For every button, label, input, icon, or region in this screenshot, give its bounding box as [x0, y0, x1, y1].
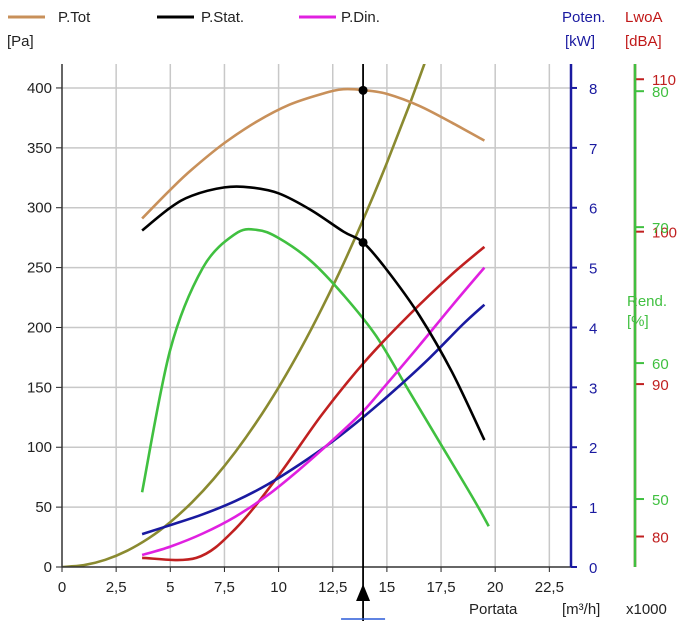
- x-tick-label: 17,5: [426, 579, 455, 596]
- pressure-tick-label: 250: [27, 260, 52, 277]
- pressure-axis-unit: [Pa]: [7, 33, 34, 50]
- pressure-tick-label: 350: [27, 140, 52, 157]
- noise-tick-label: 100: [652, 225, 677, 242]
- series-power-curve: [141, 303, 486, 536]
- x-axis-multiplier: x1000: [626, 601, 667, 618]
- efficiency-tick-label: 50: [652, 492, 669, 509]
- power-axis-unit: [kW]: [565, 33, 595, 50]
- noise-tick-label: 110: [652, 72, 676, 89]
- pressure-tick-label: 400: [27, 80, 52, 97]
- x-tick-label: 12,5: [318, 579, 347, 596]
- pressure-tick-label: 100: [27, 439, 52, 456]
- x-axis-unit: [m³/h]: [562, 601, 600, 618]
- x-axis-label: Portata: [469, 601, 518, 618]
- pressure-tick-label: 0: [44, 559, 52, 576]
- axes: [56, 64, 644, 572]
- pressure-tick-label: 200: [27, 319, 52, 336]
- pressure-tick-label: 300: [27, 200, 52, 217]
- power-tick-label: 6: [589, 201, 597, 218]
- operating-point-marker: [358, 237, 368, 247]
- legend-label-p-stat: P.Stat.: [201, 9, 244, 26]
- legend: P.Tot P.Stat. P.Din.: [8, 9, 380, 26]
- power-tick-label: 3: [589, 380, 597, 397]
- power-tick-label: 1: [589, 500, 597, 517]
- x-tick-label: 5: [166, 579, 174, 596]
- efficiency-axis-unit: [%]: [627, 313, 649, 330]
- power-axis-title: Poten.: [562, 9, 605, 26]
- grid: [62, 64, 571, 567]
- efficiency-tick-label: 80: [652, 84, 669, 101]
- series-noise-curve: [142, 245, 486, 562]
- series-pressure-curve: [62, 64, 426, 567]
- series-p-stat: [141, 185, 486, 441]
- legend-label-p-din: P.Din.: [341, 9, 380, 26]
- x-tick-label: 0: [58, 579, 66, 596]
- legend-label-p-tot: P.Tot: [58, 9, 91, 26]
- operating-point-cursor[interactable]: [341, 64, 386, 621]
- efficiency-axis-title: Rend.: [627, 293, 667, 310]
- x-tick-label: 22,5: [535, 579, 564, 596]
- power-tick-label: 8: [589, 81, 597, 98]
- noise-tick-label: 90: [652, 377, 669, 394]
- efficiency-tick-label: 60: [652, 356, 669, 373]
- power-tick-label: 7: [589, 141, 597, 158]
- x-tick-label: 10: [270, 579, 287, 596]
- curves: [62, 64, 490, 567]
- series-p-tot: [141, 87, 486, 220]
- noise-tick-label: 80: [652, 530, 669, 547]
- x-tick-label: 15: [379, 579, 396, 596]
- noise-axis-unit: [dBA]: [625, 33, 662, 50]
- noise-axis-title: LwoA: [625, 9, 663, 26]
- x-tick-label: 7,5: [214, 579, 235, 596]
- series-eff-curve: [140, 227, 490, 527]
- x-tick-label: 2,5: [106, 579, 127, 596]
- pressure-tick-label: 50: [35, 499, 52, 516]
- power-tick-label: 5: [589, 261, 597, 278]
- power-tick-label: 4: [589, 320, 597, 337]
- power-tick-label: 0: [589, 560, 597, 577]
- series-p-din: [141, 266, 486, 557]
- cursor-arrow-icon[interactable]: [356, 584, 371, 601]
- tick-labels: 0 2,5 5 7,5 10 12,5 15 17,5 20 22,505010015020025…: [27, 72, 677, 596]
- power-tick-label: 2: [589, 440, 597, 457]
- efficiency-tick-label: 70: [652, 220, 669, 237]
- pressure-tick-label: 150: [27, 379, 52, 396]
- x-tick-label: 20: [487, 579, 504, 596]
- operating-point-marker: [358, 85, 368, 95]
